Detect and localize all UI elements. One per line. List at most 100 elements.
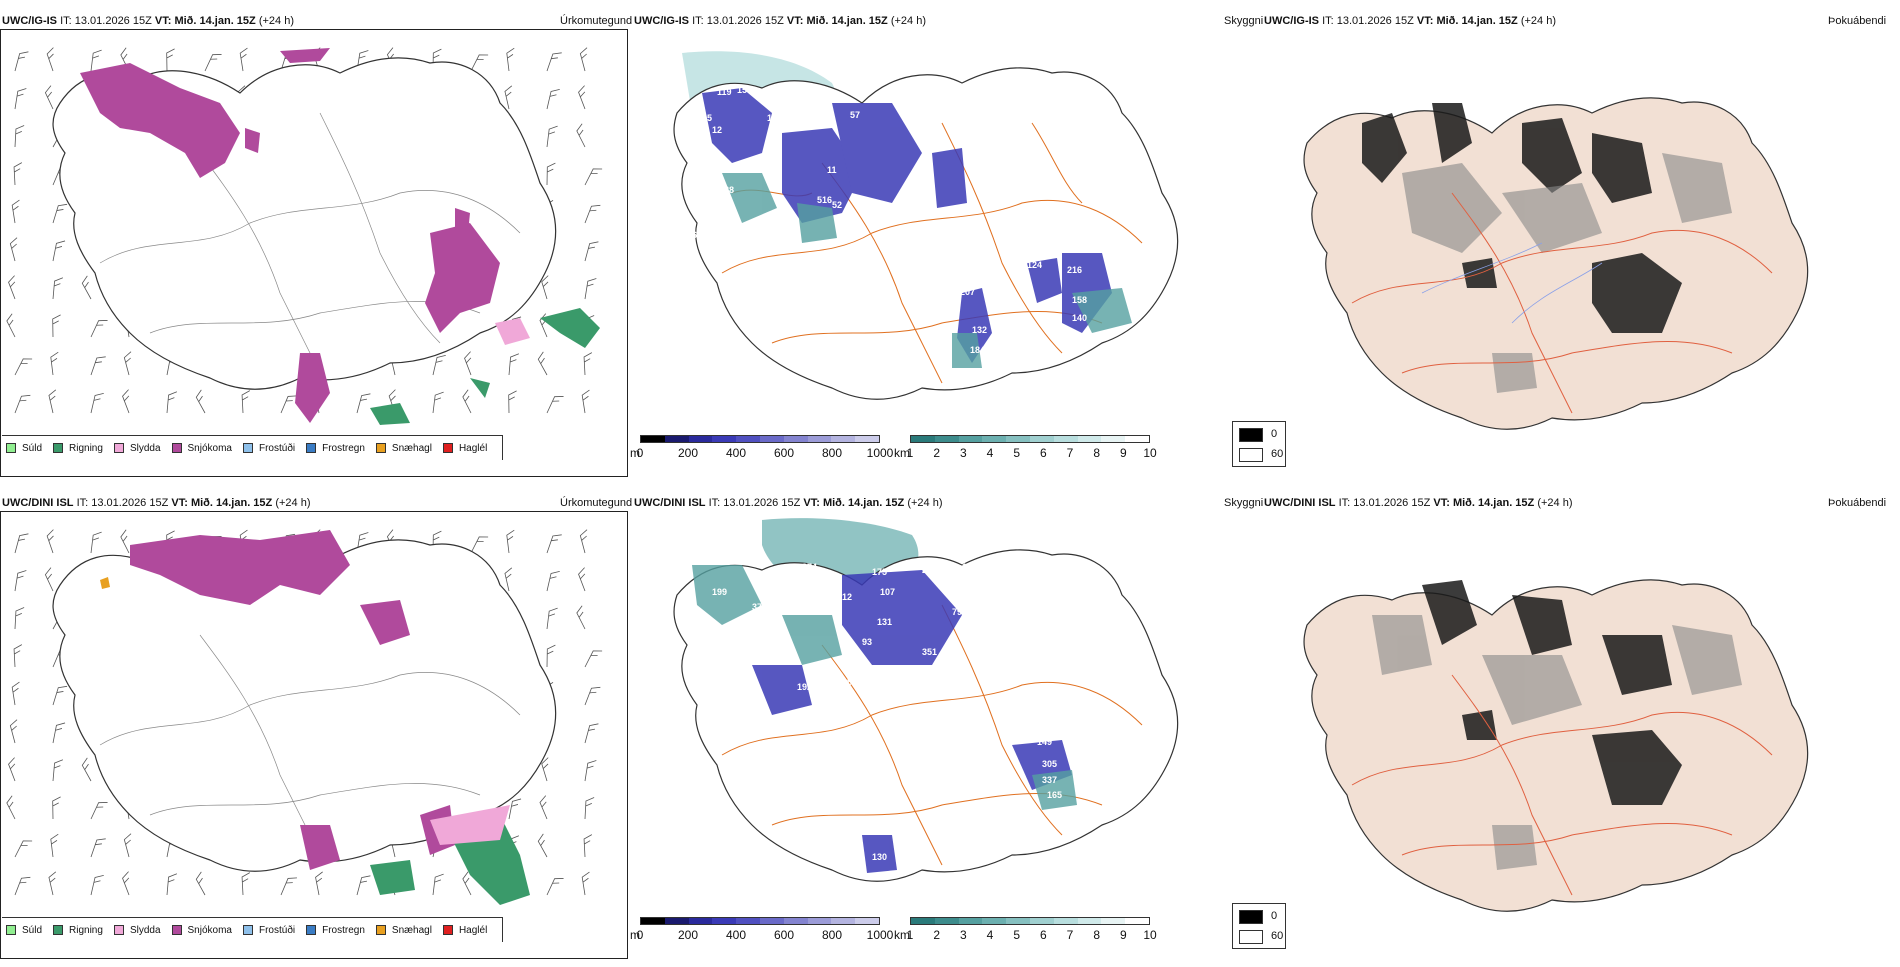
wind-barb	[14, 358, 33, 376]
visibility-colorbar: km 1 2 3 4 5 6 7 8 9 10	[894, 917, 1157, 942]
visibility-colorbar: km 1 2 3 4 5 6 7 8 9 10	[894, 435, 1157, 460]
legend-swatch	[6, 443, 16, 453]
panel-header: UWC/IG-IS IT: 13.01.2026 15Z VT: Mið. 14…	[1264, 15, 1556, 27]
fog-key-0-label: 0	[1271, 910, 1278, 922]
wind-barb	[11, 681, 20, 706]
colorbar-tick: 8	[1093, 928, 1100, 942]
wind-barb	[6, 795, 16, 820]
colorbar-tick: 3	[959, 928, 967, 942]
colorbar-segment	[1101, 436, 1126, 442]
legend-label: Slydda	[129, 924, 161, 936]
fog-key-60-label: 60	[1271, 448, 1284, 460]
wind-barb	[90, 356, 106, 376]
colorbar-segment	[934, 918, 959, 924]
legend-item-0: Súld	[6, 925, 42, 936]
colorbar-tick: 7	[1066, 928, 1074, 942]
panel-precip-type-bottom: UWC/DINI ISL IT: 13.01.2026 15Z VT: Mið.…	[0, 497, 632, 967]
wind-barb	[14, 570, 27, 592]
wind-barb	[44, 567, 54, 592]
legend-label: Snjókoma	[187, 442, 232, 454]
wind-barb	[576, 123, 586, 148]
ceiling-label: 188	[767, 113, 782, 123]
ceiling-label: 182	[842, 677, 857, 687]
legend-swatch	[113, 925, 124, 935]
wind-barb	[239, 47, 248, 72]
wind-barb	[90, 392, 104, 414]
precip-sleet	[495, 318, 530, 345]
visibility-cells	[722, 173, 1132, 368]
fog-key-0-label: 0	[1271, 428, 1278, 440]
ceiling-label: 192	[797, 682, 812, 692]
wind-barb	[432, 354, 446, 376]
ceiling-colorbar: m 0 200 400 600 800 1000	[630, 917, 893, 942]
legend-swatch	[53, 925, 64, 935]
colorbar-segment	[736, 436, 760, 442]
colorbar-tick: 1000	[866, 446, 894, 460]
ceiling-label: 337	[1042, 775, 1057, 785]
ceiling-label: 227	[957, 587, 972, 597]
field-title: Þokuábendi	[1828, 497, 1887, 509]
wind-barb	[537, 351, 548, 376]
wind-barb	[52, 722, 66, 744]
colorbar-segment	[1125, 918, 1149, 924]
precip-map	[6, 47, 603, 425]
wind-barb	[470, 54, 489, 72]
colorbar-tick: 3	[959, 446, 967, 460]
wind-barb	[195, 389, 206, 414]
wind-barb	[462, 871, 472, 896]
panel-header: UWC/DINI ISL IT: 13.01.2026 15Z VT: Mið.…	[634, 497, 943, 509]
ceiling-label: 340	[747, 647, 762, 657]
colorbar-tick: 2	[933, 928, 940, 942]
ceiling-label: 131	[877, 617, 892, 627]
ceiling-label: 138	[750, 160, 765, 170]
fog-grey	[1372, 615, 1742, 870]
precip-type-legend: Súld Rigning Slydda Snjókoma Frostúði Frostre…	[2, 435, 504, 460]
legend-item-4: Frostúði	[242, 925, 295, 936]
legend-swatch	[53, 443, 64, 453]
ceiling-label: 351	[977, 585, 992, 595]
wind-barb	[13, 162, 23, 186]
wind-barb	[52, 796, 61, 820]
wind-barb	[46, 529, 54, 554]
wind-barb	[584, 760, 597, 782]
colorbar-segment	[1006, 918, 1030, 924]
legend-item-1: Rigning	[53, 443, 103, 454]
ceiling-label: 176	[742, 557, 757, 567]
wind-barb	[584, 204, 601, 224]
legend-swatch	[171, 443, 182, 453]
colorbar-tick: 800	[821, 928, 843, 942]
wind-barb	[584, 723, 599, 744]
legend-item-0: Súld	[6, 443, 42, 454]
wind-barb	[90, 531, 102, 554]
wind-barb	[14, 876, 31, 896]
colorbar-tick: 10	[1143, 446, 1157, 460]
wind-barb	[546, 52, 562, 72]
wind-barb	[584, 168, 603, 186]
wind-barb	[432, 391, 444, 414]
wind-barb	[356, 393, 371, 414]
panel-ceiling-top: UWC/IG-IS IT: 13.01.2026 15Z VT: Mið. 14…	[630, 15, 1263, 485]
colorbar-segment	[958, 436, 983, 442]
colorbar-tick: 7	[1066, 446, 1074, 460]
ceiling-label: 11	[827, 165, 837, 175]
wind-barb	[462, 389, 472, 414]
colorbar-segment	[855, 918, 879, 924]
wind-barb	[46, 47, 54, 72]
fog-key-60-swatch	[1239, 448, 1263, 462]
colorbar-segment	[712, 436, 737, 442]
wind-barb	[241, 390, 251, 414]
legend-label: Súld	[22, 924, 43, 936]
map-frame	[0, 29, 628, 477]
wind-barb	[14, 840, 33, 858]
wind-barb	[504, 567, 513, 592]
ceiling-label: 52	[832, 200, 842, 210]
field-title: Skyggni	[1224, 497, 1264, 509]
colorbar-tick: 200	[677, 446, 699, 460]
colorbar-segment	[1077, 918, 1102, 924]
ceiling-cells	[752, 570, 1072, 873]
panel-header: UWC/DINI ISL IT: 13.01.2026 15Z VT: Mið.…	[2, 497, 311, 509]
legend-item-6: Snæhagl	[375, 443, 432, 454]
wind-barb	[579, 529, 588, 554]
colorbar-segment	[982, 918, 1007, 924]
ceiling-label: 68	[692, 230, 702, 240]
